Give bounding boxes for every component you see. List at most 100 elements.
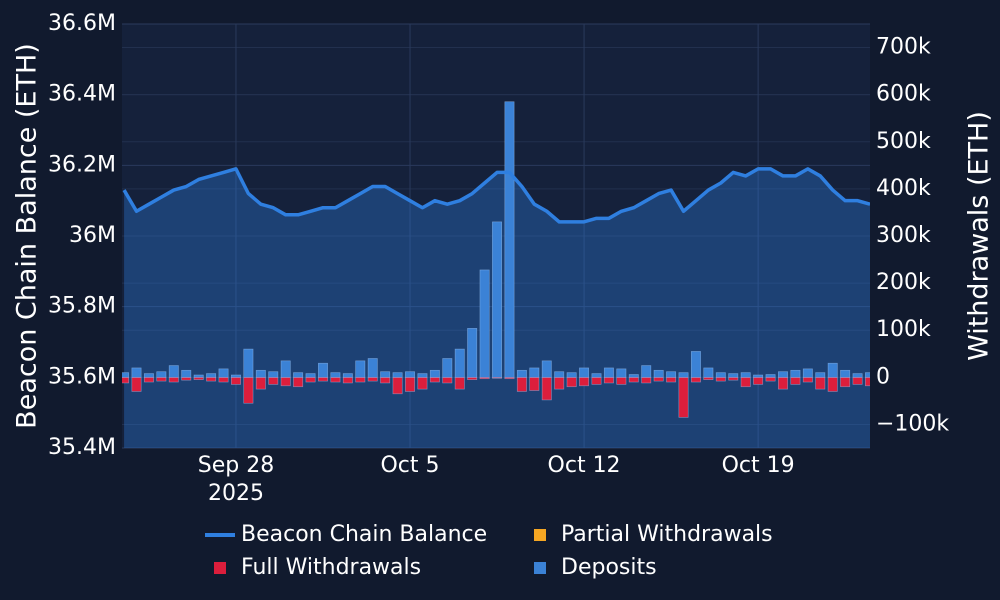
bar [504, 101, 515, 378]
bar [442, 377, 453, 384]
bar [653, 369, 664, 378]
bar [293, 372, 304, 378]
y2-tick-label: 500k [876, 129, 931, 154]
bar [529, 367, 540, 378]
bar [454, 348, 465, 378]
bar [342, 373, 353, 378]
x-tick-label: Sep 28 [198, 453, 274, 478]
bar [566, 377, 577, 388]
bar [243, 348, 254, 378]
y2-tick-label: −100k [876, 411, 949, 436]
bar [181, 377, 192, 381]
bar [330, 372, 341, 378]
bar [143, 377, 154, 383]
y2-axis-title: Withdrawals (ETH) [964, 111, 995, 361]
bar [417, 373, 428, 378]
bar [840, 369, 851, 378]
bar [268, 377, 279, 385]
bar [318, 362, 328, 378]
bar [865, 377, 870, 387]
y2-tick-label: 700k [876, 35, 931, 60]
bar [492, 221, 502, 378]
y-tick-label: 35.8M [48, 294, 116, 319]
bar [367, 377, 378, 382]
bar [417, 377, 428, 390]
bar [541, 377, 552, 401]
y2-tick-label: 400k [876, 176, 931, 201]
bar [429, 369, 440, 378]
bar [728, 377, 739, 381]
bar [603, 377, 614, 384]
x-tick-label: Oct 12 [548, 453, 621, 478]
bar [815, 377, 826, 390]
legend-label: Full Withdrawals [241, 555, 421, 580]
bar [168, 377, 179, 383]
bar [703, 377, 714, 380]
legend-label: Beacon Chain Balance [241, 522, 487, 547]
bar [790, 377, 801, 385]
bar [355, 377, 366, 383]
bar [280, 360, 291, 378]
bar [318, 377, 328, 382]
x-tick-label: Oct 5 [380, 453, 439, 478]
bar [765, 377, 776, 382]
bar [827, 362, 838, 378]
bar [815, 372, 826, 378]
legend-label: Deposits [561, 555, 657, 580]
bar [852, 373, 863, 378]
bar [429, 377, 440, 383]
bar [579, 367, 590, 378]
bar [243, 377, 254, 404]
y-tick-label: 35.4M [48, 435, 116, 460]
bar [131, 377, 142, 392]
bar [156, 371, 167, 378]
bar [616, 377, 627, 385]
bar [168, 365, 179, 378]
bar [603, 367, 614, 378]
bar [516, 377, 527, 392]
bar [778, 377, 788, 390]
bar [330, 377, 341, 383]
legend-swatch [214, 562, 226, 574]
bar [740, 372, 751, 378]
bar [641, 377, 652, 384]
bar [454, 377, 465, 390]
bar [380, 377, 391, 384]
y2-tick-label: 100k [876, 317, 931, 342]
bar [181, 369, 192, 378]
legend-swatch [534, 562, 546, 574]
bar [355, 360, 366, 378]
bar [218, 377, 229, 383]
bar [579, 377, 590, 387]
bar [392, 377, 403, 395]
bar [541, 360, 552, 378]
bar [616, 368, 627, 378]
bar [678, 372, 689, 378]
bar [865, 372, 870, 378]
bar [342, 377, 353, 384]
y-axis-title: Beacon Chain Balance (ETH) [12, 43, 43, 429]
bar [122, 372, 130, 378]
bar [827, 377, 838, 392]
bar [715, 377, 726, 382]
bar [405, 377, 415, 392]
y-tick-label: 35.6M [48, 364, 116, 389]
bar [206, 373, 217, 378]
bar [628, 377, 639, 383]
legend-swatch [534, 529, 546, 541]
bar [218, 368, 229, 378]
bar [305, 373, 316, 378]
bar [293, 377, 304, 388]
bar [206, 377, 217, 382]
bar [305, 377, 316, 383]
bar [193, 377, 204, 380]
bar [802, 368, 813, 378]
y-tick-label: 36M [69, 223, 116, 248]
bar [690, 351, 701, 378]
bar [230, 377, 241, 385]
bar [467, 328, 478, 378]
bar [728, 373, 739, 378]
bar [840, 377, 851, 388]
bar [367, 358, 378, 378]
